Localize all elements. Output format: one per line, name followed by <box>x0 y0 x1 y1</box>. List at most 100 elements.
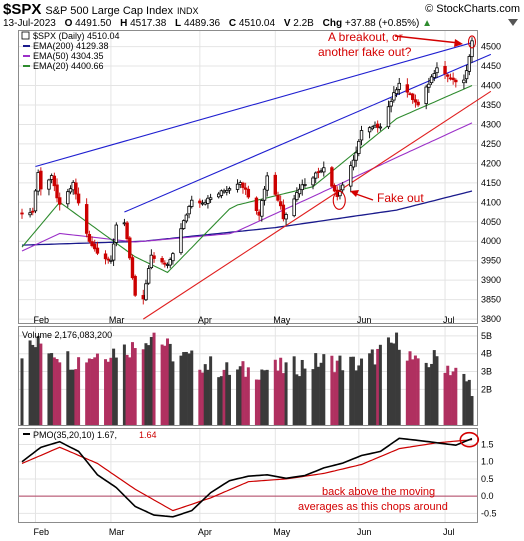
volume-bar-down <box>244 376 248 425</box>
volume-bar-down <box>39 343 43 425</box>
volume-bar-up <box>190 350 194 425</box>
candle-down <box>52 175 57 187</box>
volume-value: 2.2B <box>293 18 314 29</box>
volume-bar-down <box>74 369 78 425</box>
candle-up <box>392 92 396 101</box>
candle-down <box>241 182 245 188</box>
volume-bar-down <box>448 375 452 425</box>
volume-bar-up <box>284 362 288 425</box>
candle-up <box>227 188 232 191</box>
volume-bar-down <box>241 361 245 425</box>
price-tick-label: 3800 <box>481 314 501 324</box>
volume-bar-down <box>133 348 137 425</box>
volume-bar-up <box>147 345 151 425</box>
volume-bar-down <box>222 369 226 425</box>
volume-bar-up <box>427 367 431 425</box>
candle-down <box>276 194 280 201</box>
brand-label[interactable]: © StockCharts.com <box>425 3 520 15</box>
candle-down <box>332 185 337 192</box>
candle-up <box>359 130 364 141</box>
breakout-arrowhead <box>454 39 463 47</box>
volume-bar-up <box>462 373 466 425</box>
volume-label: V <box>283 18 291 29</box>
candle-up <box>432 73 436 78</box>
candle-up <box>66 191 70 205</box>
price-tick-label: 4250 <box>481 139 501 149</box>
volume-bar-down <box>141 349 145 425</box>
volume-bar-down <box>85 362 89 425</box>
volume-bar-up <box>114 357 118 425</box>
candle-down <box>106 258 110 261</box>
legend-price: $SPX (Daily) 4510.04 <box>33 31 120 41</box>
quote-row: 13-Jul-2023 O 4491.50 H 4517.38 L 4489.3… <box>3 18 432 29</box>
price-month-label-jul: Jul <box>443 315 455 325</box>
annotation-pmo-line1: back above the moving <box>322 486 435 498</box>
bottom-month-label-feb: Feb <box>33 527 49 537</box>
candle-up <box>165 264 170 266</box>
price-tick-label: 4050 <box>481 217 501 227</box>
volume-bar-down <box>163 345 167 425</box>
candle-up <box>427 83 431 88</box>
volume-bar-up <box>182 352 186 425</box>
candle-up <box>47 179 51 190</box>
candle-up <box>109 259 113 262</box>
price-tick-label: 3950 <box>481 256 501 266</box>
candle-down <box>454 79 458 83</box>
volume-bar-up <box>225 362 229 425</box>
candle-up <box>378 126 383 129</box>
volume-bar-down <box>125 354 129 425</box>
legend-ema200: EMA(200) 4129.38 <box>33 41 109 51</box>
volume-bar-down <box>152 332 156 425</box>
candle-up <box>36 172 40 192</box>
volume-tick-label: 3B <box>481 367 492 377</box>
candle-down <box>128 237 132 259</box>
candle-up <box>292 198 296 217</box>
chevron-down-icon[interactable] <box>508 19 518 26</box>
volume-bar-up <box>206 369 210 425</box>
candle-up <box>464 70 469 80</box>
candle-down <box>76 193 81 204</box>
index-description: S&P 500 Large Cap Index <box>45 5 173 17</box>
price-tick-label: 4300 <box>481 119 501 129</box>
candle-up <box>314 172 318 179</box>
volume-bar-down <box>281 373 285 425</box>
candle-up <box>322 167 326 173</box>
candle-down <box>141 295 145 300</box>
pmo-tick-label: 1.0 <box>481 457 494 467</box>
candle-down <box>198 200 202 204</box>
volume-bar-up <box>209 356 213 425</box>
price-month-label-may: May <box>273 315 291 325</box>
volume-bar-up <box>66 351 70 425</box>
candle-down <box>446 74 450 77</box>
volume-bar-up <box>470 396 474 425</box>
candle-up <box>181 220 186 229</box>
volume-bar-up <box>187 353 191 425</box>
candle-up <box>370 126 374 130</box>
volume-bar-up <box>36 336 40 425</box>
candle-up <box>114 224 119 243</box>
bottom-month-label-apr: Apr <box>198 527 212 537</box>
volume-bar-up <box>314 353 318 425</box>
candle-down <box>411 93 415 100</box>
volume-bar-down <box>446 365 450 425</box>
volume-tick-label: 4B <box>481 349 492 359</box>
candle-down <box>160 258 164 263</box>
pmo-tick-label: 0.5 <box>481 474 494 484</box>
volume-bar-up <box>236 369 240 425</box>
candle-up <box>311 177 315 186</box>
volume-bar-up <box>424 362 428 425</box>
volume-bar-up <box>238 366 242 425</box>
annotation-pmo-line2: averages as this chops around <box>298 501 448 513</box>
candle-down <box>125 222 129 240</box>
candle-up <box>462 79 466 84</box>
candle-down <box>451 77 455 81</box>
price-panel[interactable] <box>18 30 478 324</box>
fakeout-arrow <box>355 193 374 201</box>
volume-bar-up <box>168 343 172 425</box>
pmo-tick-label: -0.5 <box>481 508 497 518</box>
volume-bar-up <box>50 353 54 425</box>
quote-date: 13-Jul-2023 <box>3 18 56 29</box>
blue-trendline-2 <box>124 53 492 213</box>
volume-bar-down <box>254 379 258 425</box>
candle-down <box>152 255 156 259</box>
